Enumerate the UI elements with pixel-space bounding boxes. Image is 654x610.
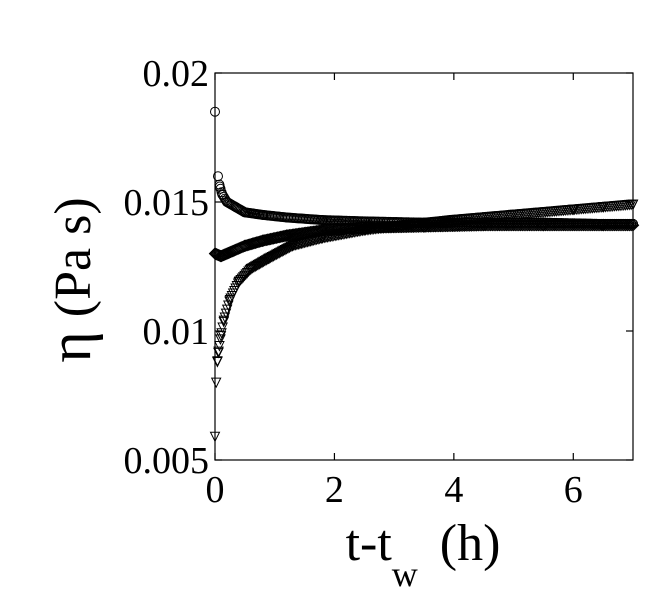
y-tick-label: 0.01 [143,311,210,353]
triangle-marker [284,242,295,254]
axis-ticks [214,72,633,461]
triangle-marker [248,262,260,273]
triangle-marker [252,259,264,271]
triangle-marker [285,241,297,253]
circle-marker [214,179,225,190]
triangle-marker [212,356,223,367]
triangle-marker [275,247,286,258]
triangle-marker [221,304,233,316]
triangle-marker [249,261,261,273]
triangle-marker [256,257,268,269]
triangle-marker [279,244,291,256]
diamond-marker [626,219,640,232]
x-axis-label-main: t-t [346,515,393,572]
series-triangle-down [209,199,639,443]
triangle-marker [251,260,262,272]
x-axis-label-unit: (h) [440,515,501,572]
triangle-marker [261,255,272,266]
triangle-marker [215,331,227,342]
triangle-marker [255,258,267,269]
x-tick-labels: 0 2 4 6 [206,469,583,511]
triangle-marker [273,248,285,259]
plot-frame [214,72,634,461]
triangle-marker [220,308,232,320]
triangle-marker [244,265,256,276]
y-tick-label: 0.015 [124,182,210,224]
triangle-marker [282,243,294,254]
diamond-marker [621,219,634,232]
triangle-marker [247,263,258,274]
x-axis-label: t-tw (h) [346,515,501,594]
data-series [208,106,640,443]
triangle-marker [268,251,279,262]
y-tick-label: 0.02 [143,53,210,95]
triangle-marker [218,316,230,328]
series-circle [210,106,638,229]
triangle-marker [254,259,265,270]
triangle-marker [278,245,289,257]
triangle-marker [209,431,221,443]
triangle-marker [219,312,231,324]
y-axis-label: η (Pa s) [37,197,103,362]
triangle-marker [265,252,276,264]
circle-marker [210,106,220,117]
triangle-marker [627,199,639,211]
diamond-marker [623,219,636,232]
triangle-marker [259,255,271,267]
y-tick-labels: 0.005 0.01 0.015 0.02 [124,53,210,482]
triangle-marker [210,377,222,389]
triangle-marker [216,328,227,339]
x-tick-label: 2 [325,469,344,511]
triangle-marker [223,300,234,312]
triangle-marker [258,256,269,268]
triangle-marker [276,246,288,258]
diamond-marker [624,219,638,232]
triangle-marker [271,249,282,261]
x-tick-label: 0 [206,469,225,511]
y-tick-label: 0.005 [124,440,210,482]
triangle-marker [245,263,257,275]
triangle-marker [262,254,274,265]
x-tick-label: 4 [444,469,463,511]
triangle-marker [281,244,292,255]
triangle-marker [266,251,278,263]
x-tick-label: 6 [564,469,583,511]
triangle-marker [269,250,281,262]
y-axis-label-unit: (Pa s) [45,197,102,317]
triangle-marker [272,248,284,260]
y-axis-label-symbol: η [37,331,103,362]
triangle-marker [263,253,275,265]
x-axis-label-subscript: w [392,554,418,594]
